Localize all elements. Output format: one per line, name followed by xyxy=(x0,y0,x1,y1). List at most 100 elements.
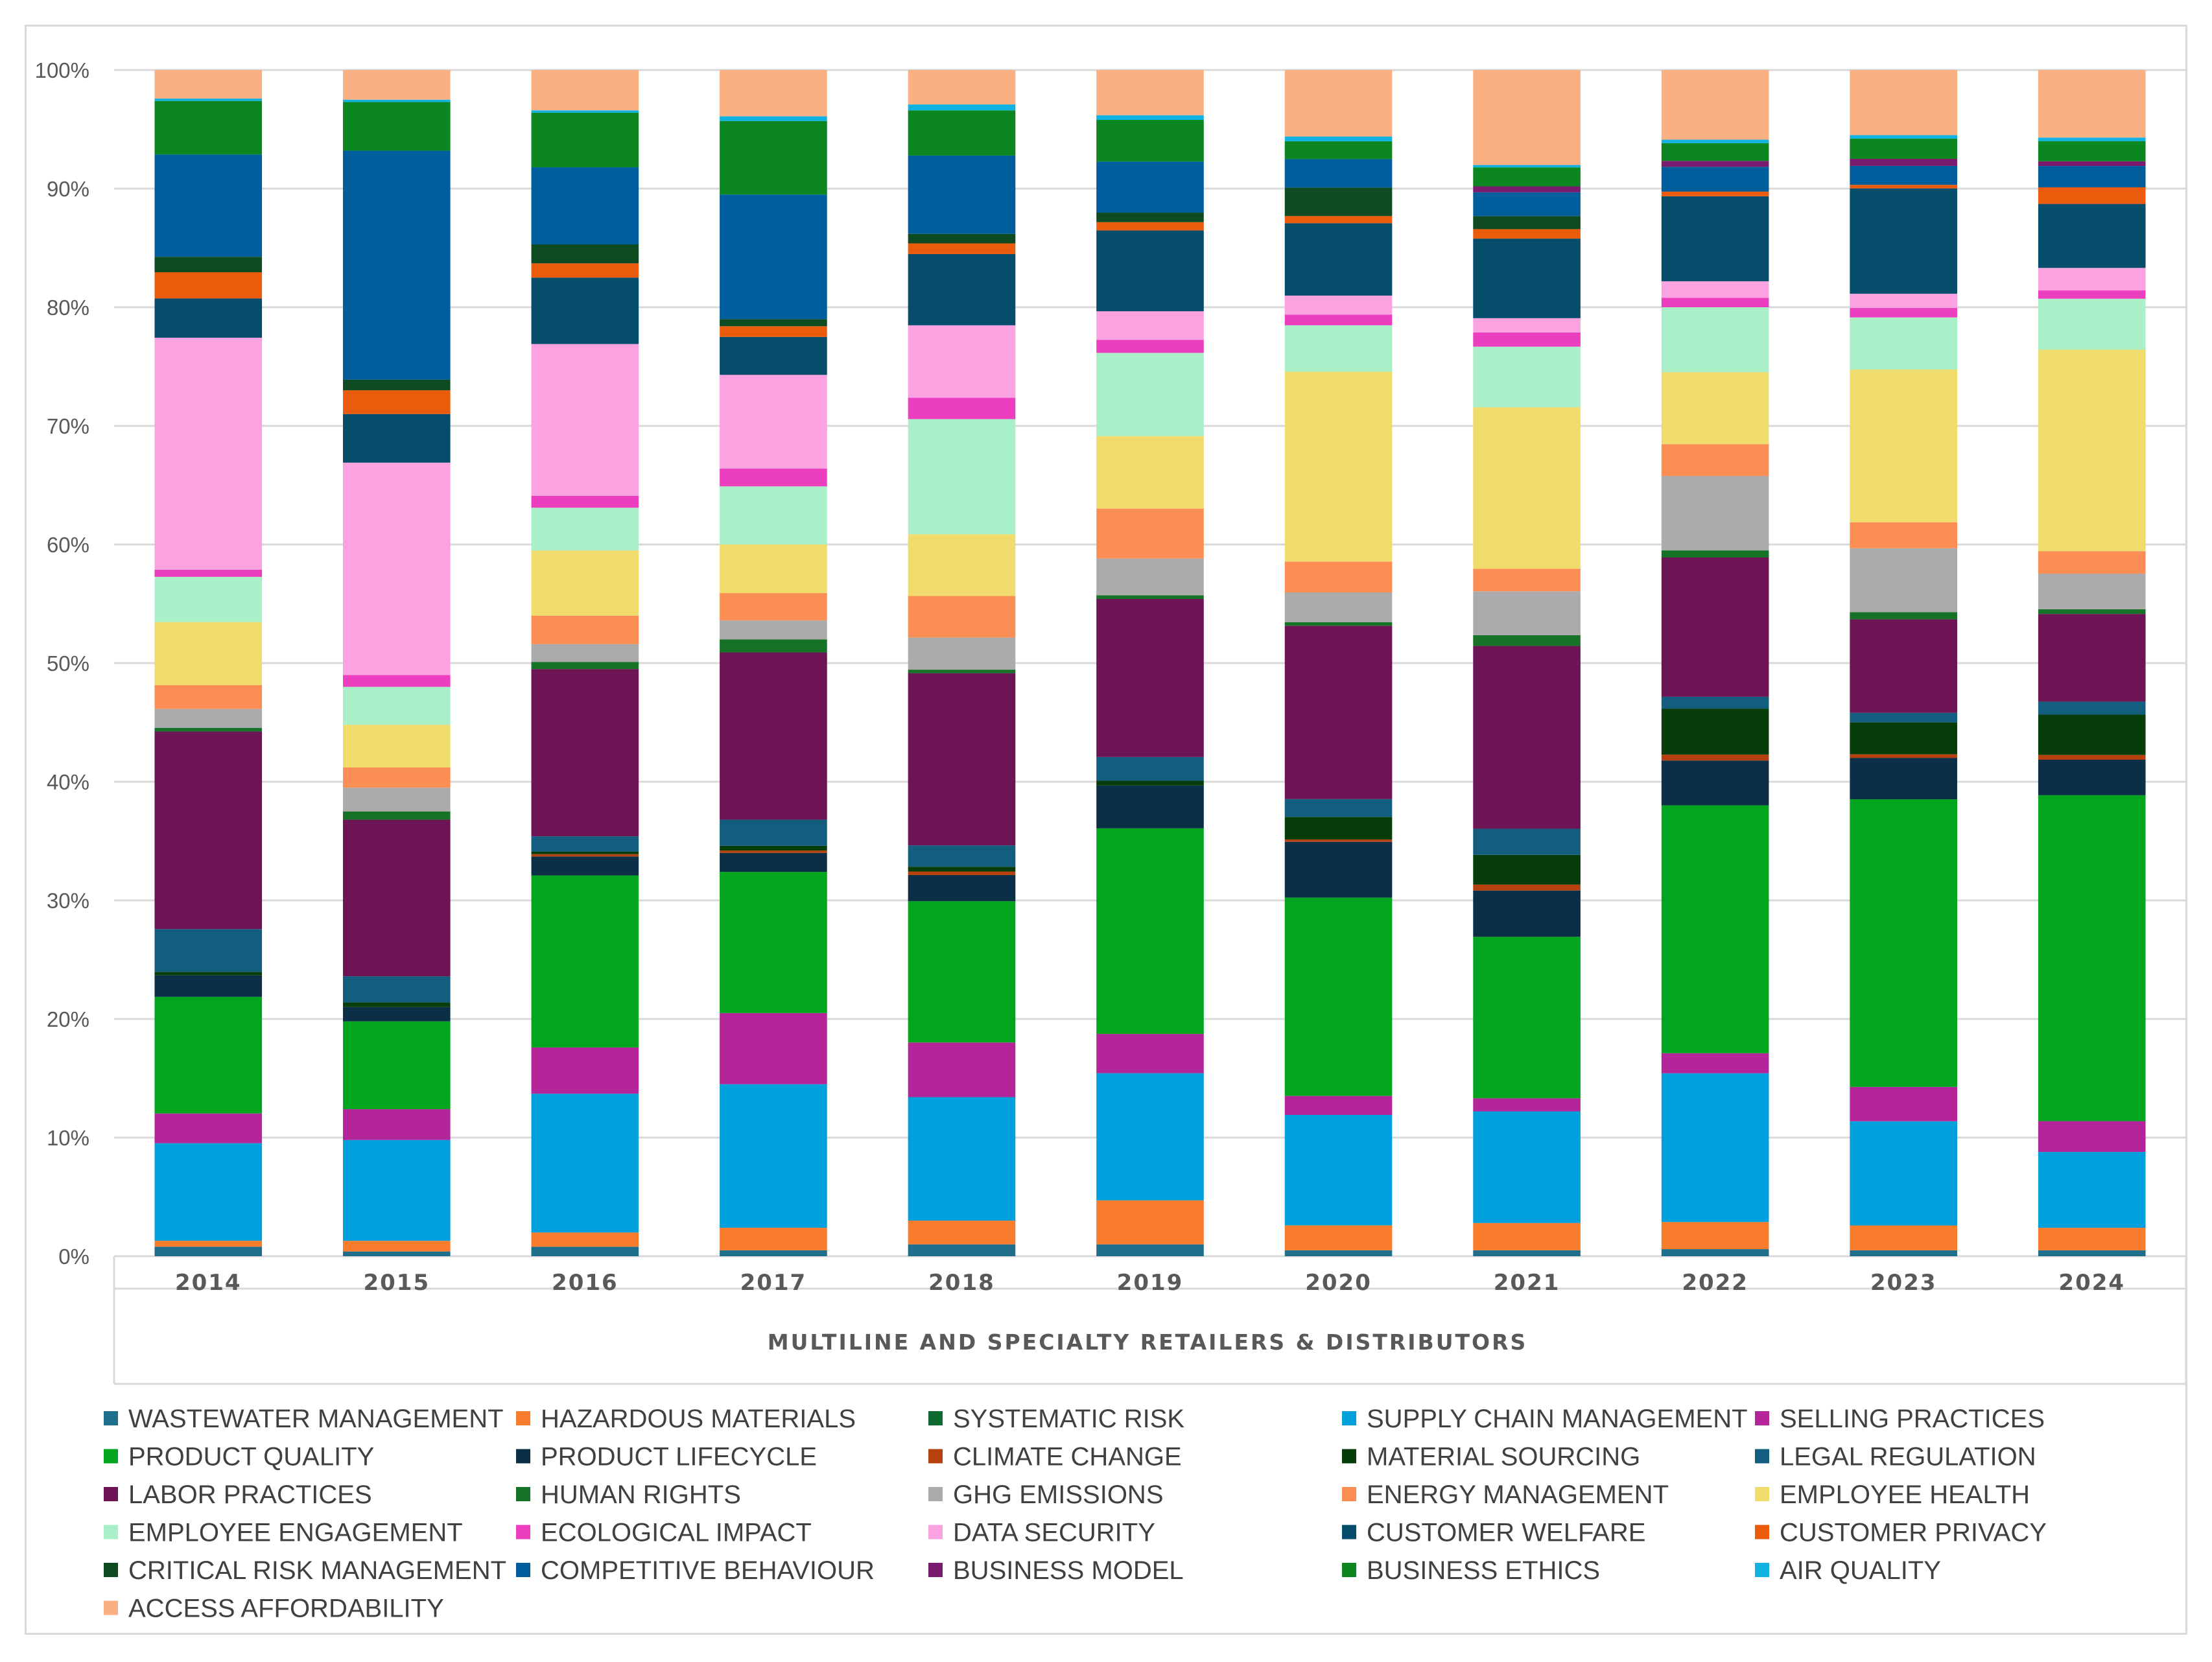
legend-item[interactable]: EMPLOYEE HEALTH xyxy=(1755,1481,2030,1509)
bar-segment: ACCESS AFFORDABILITY 2014: 2.4 xyxy=(154,70,263,99)
bar-segment: LABOR PRACTICES 2015: 13.2 xyxy=(343,819,451,977)
x-tick-label: 2023 xyxy=(1870,1270,1937,1296)
legend-swatch xyxy=(1342,1411,1356,1425)
bar-segment: EMPLOYEE ENGAGEMENT 2019: 7 xyxy=(1096,353,1204,436)
bar-segment: ECOLOGICAL IMPACT 2018: 1.8 xyxy=(908,397,1016,419)
bar-segment: DATA SECURITY 2023: 1.2 xyxy=(1850,294,1957,309)
legend-item[interactable]: LABOR PRACTICES xyxy=(104,1481,372,1509)
bar-segment: EMPLOYEE ENGAGEMENT 2020: 3.9 xyxy=(1284,325,1393,372)
bar-segment: GHG EMISSIONS 2020: 2.5 xyxy=(1284,592,1393,622)
bar-segment: MATERIAL SOURCING 2015: 0.4 xyxy=(343,1002,451,1007)
bar-segment: ECOLOGICAL IMPACT 2020: 0.9 xyxy=(1284,314,1393,325)
legend-item[interactable]: HUMAN RIGHTS xyxy=(516,1481,741,1509)
legend-item[interactable]: WASTEWATER MANAGEMENT xyxy=(104,1405,504,1433)
bar-segment: HUMAN RIGHTS 2015: 0.7 xyxy=(343,811,451,820)
bar-segment: BUSINESS ETHICS 2024: 1.7 xyxy=(2038,141,2146,161)
bar-segment: HAZARDOUS MATERIALS 2023: 2.1 xyxy=(1850,1225,1957,1250)
bar-segment: BUSINESS ETHICS 2015: 4.1 xyxy=(343,102,451,151)
bar-segment: SELLING PRACTICES 2020: 1.6 xyxy=(1284,1095,1393,1116)
legend-item[interactable]: CLIMATE CHANGE xyxy=(928,1443,1182,1471)
bar-segment: SUPPLY CHAIN MANAGEMENT 2023: 8.8 xyxy=(1850,1121,1957,1226)
legend-item[interactable]: CRITICAL RISK MANAGEMENT xyxy=(104,1556,506,1585)
legend-item[interactable]: PRODUCT LIFECYCLE xyxy=(516,1443,817,1471)
legend-item[interactable]: MATERIAL SOURCING xyxy=(1342,1443,1640,1471)
bar-segment: HAZARDOUS MATERIALS 2022: 2.3 xyxy=(1661,1222,1769,1250)
legend[interactable]: WASTEWATER MANAGEMENT HAZARDOUS MATERIALS… xyxy=(104,1405,2047,1623)
y-tick-label: 80% xyxy=(47,296,89,320)
bar-segment: EMPLOYEE HEALTH 2023: 12.9 xyxy=(1850,369,1957,522)
bar-segment: CUSTOMER WELFARE 2024: 5.4 xyxy=(2038,204,2146,268)
bar-segment: EMPLOYEE HEALTH 2024: 17 xyxy=(2038,349,2146,552)
bar-segment: AIR QUALITY 2024: 0.3 xyxy=(2038,137,2146,141)
bar-segment: WASTEWATER MANAGEMENT 2015: 0.4 xyxy=(343,1251,451,1256)
legend-swatch xyxy=(516,1563,530,1577)
bar-segment: ACCESS AFFORDABILITY 2018: 2.9 xyxy=(908,70,1016,105)
bar-segment: GHG EMISSIONS 2023: 5.4 xyxy=(1850,548,1957,613)
legend-item[interactable]: COMPETITIVE BEHAVIOUR xyxy=(516,1556,875,1585)
legend-swatch xyxy=(928,1525,943,1539)
bar-segment: CUSTOMER PRIVACY 2022: 0.4 xyxy=(1661,191,1769,196)
bar-segment: ACCESS AFFORDABILITY 2021: 8 xyxy=(1473,70,1581,165)
bar-segment: ACCESS AFFORDABILITY 2020: 5.6 xyxy=(1284,70,1393,137)
bar-segment: CLIMATE CHANGE 2024: 0.4 xyxy=(2038,755,2146,760)
bar-stack-2015: WASTEWATER MANAGEMENT 2015: 0.4HAZARDOUS… xyxy=(343,70,451,1256)
bar-segment: HAZARDOUS MATERIALS 2018: 2 xyxy=(908,1221,1016,1245)
bar-segment: ACCESS AFFORDABILITY 2023: 5.5 xyxy=(1850,70,1957,135)
legend-item[interactable]: HAZARDOUS MATERIALS xyxy=(516,1405,856,1433)
legend-label: SUPPLY CHAIN MANAGEMENT xyxy=(1367,1405,1748,1433)
bar-segment: ACCESS AFFORDABILITY 2016: 3.4 xyxy=(531,70,639,111)
bar-segment: CUSTOMER WELFARE 2016: 5.6 xyxy=(531,277,639,344)
legend-item[interactable]: BUSINESS MODEL xyxy=(928,1556,1184,1585)
bar-segment: LEGAL REGULATION 2014: 3.6 xyxy=(154,929,263,972)
bar-segment: SUPPLY CHAIN MANAGEMENT 2022: 12.6 xyxy=(1661,1073,1769,1223)
legend-item[interactable]: ENERGY MANAGEMENT xyxy=(1342,1481,1669,1509)
bar-segment: HAZARDOUS MATERIALS 2021: 2.3 xyxy=(1473,1223,1581,1250)
bar-segment: LABOR PRACTICES 2022: 11.8 xyxy=(1661,557,1769,697)
bar-segment: CLIMATE CHANGE 2018: 0.3 xyxy=(908,871,1016,875)
legend-item[interactable]: SELLING PRACTICES xyxy=(1755,1405,2045,1433)
bar-segment: DATA SECURITY 2021: 1.2 xyxy=(1473,318,1581,333)
bar-segment: ENERGY MANAGEMENT 2014: 2 xyxy=(154,685,263,709)
legend-item[interactable]: CUSTOMER WELFARE xyxy=(1342,1519,1645,1547)
legend-item[interactable]: ECOLOGICAL IMPACT xyxy=(516,1519,812,1547)
bar-segment: LABOR PRACTICES 2018: 14.5 xyxy=(908,673,1016,846)
legend-label: HUMAN RIGHTS xyxy=(541,1481,741,1509)
bar-segment: CUSTOMER PRIVACY 2016: 1.2 xyxy=(531,263,639,278)
legend-label: AIR QUALITY xyxy=(1780,1556,1941,1585)
bar-stack-2019: WASTEWATER MANAGEMENT 2019: 1HAZARDOUS M… xyxy=(1096,70,1204,1256)
legend-item[interactable]: SYSTEMATIC RISK xyxy=(928,1405,1184,1433)
legend-item[interactable]: LEGAL REGULATION xyxy=(1755,1443,2036,1471)
legend-item[interactable]: SUPPLY CHAIN MANAGEMENT xyxy=(1342,1405,1748,1433)
legend-item[interactable]: GHG EMISSIONS xyxy=(928,1481,1164,1509)
legend-item[interactable]: BUSINESS ETHICS xyxy=(1342,1556,1600,1585)
bar-segment: ECOLOGICAL IMPACT 2017: 1.5 xyxy=(720,468,827,487)
bars: WASTEWATER MANAGEMENT 2014: 0.8HAZARDOUS… xyxy=(154,70,2146,1256)
legend-item[interactable]: EMPLOYEE ENGAGEMENT xyxy=(104,1519,463,1547)
legend-item[interactable]: AIR QUALITY xyxy=(1755,1556,1941,1585)
bar-segment: DATA SECURITY 2022: 1.4 xyxy=(1661,281,1769,298)
bar-segment: LEGAL REGULATION 2023: 0.8 xyxy=(1850,712,1957,723)
bar-segment: ECOLOGICAL IMPACT 2023: 0.8 xyxy=(1850,308,1957,318)
bar-segment: SELLING PRACTICES 2022: 1.7 xyxy=(1661,1053,1769,1073)
bar-segment: PRODUCT LIFECYCLE 2017: 1.6 xyxy=(720,852,827,872)
bar-segment: LEGAL REGULATION 2016: 1.3 xyxy=(531,836,639,852)
bar-segment: ECOLOGICAL IMPACT 2016: 1 xyxy=(531,495,639,508)
bar-segment: ACCESS AFFORDABILITY 2017: 3.9 xyxy=(720,70,827,117)
legend-item[interactable]: DATA SECURITY xyxy=(928,1519,1155,1547)
bar-segment: HAZARDOUS MATERIALS 2019: 3.7 xyxy=(1096,1200,1204,1245)
bar-segment: PRODUCT QUALITY 2014: 9.8 xyxy=(154,996,263,1114)
y-tick-label: 90% xyxy=(47,177,89,201)
bar-segment: ACCESS AFFORDABILITY 2015: 2.5 xyxy=(343,70,451,100)
bar-segment: SELLING PRACTICES 2014: 2.5 xyxy=(154,1113,263,1143)
legend-item[interactable]: PRODUCT QUALITY xyxy=(104,1443,374,1471)
legend-swatch xyxy=(104,1525,118,1539)
legend-item[interactable]: ACCESS AFFORDABILITY xyxy=(104,1595,444,1623)
bar-segment: PRODUCT QUALITY 2024: 27.5 xyxy=(2038,795,2146,1121)
legend-swatch xyxy=(516,1449,530,1464)
legend-item[interactable]: CUSTOMER PRIVACY xyxy=(1755,1519,2047,1547)
bar-segment: HUMAN RIGHTS 2020: 0.3 xyxy=(1284,622,1393,626)
bar-segment: CUSTOMER PRIVACY 2019: 0.7 xyxy=(1096,222,1204,231)
bar-segment: WASTEWATER MANAGEMENT 2020: 0.5 xyxy=(1284,1250,1393,1256)
bar-segment: SUPPLY CHAIN MANAGEMENT 2015: 8.5 xyxy=(343,1140,451,1241)
